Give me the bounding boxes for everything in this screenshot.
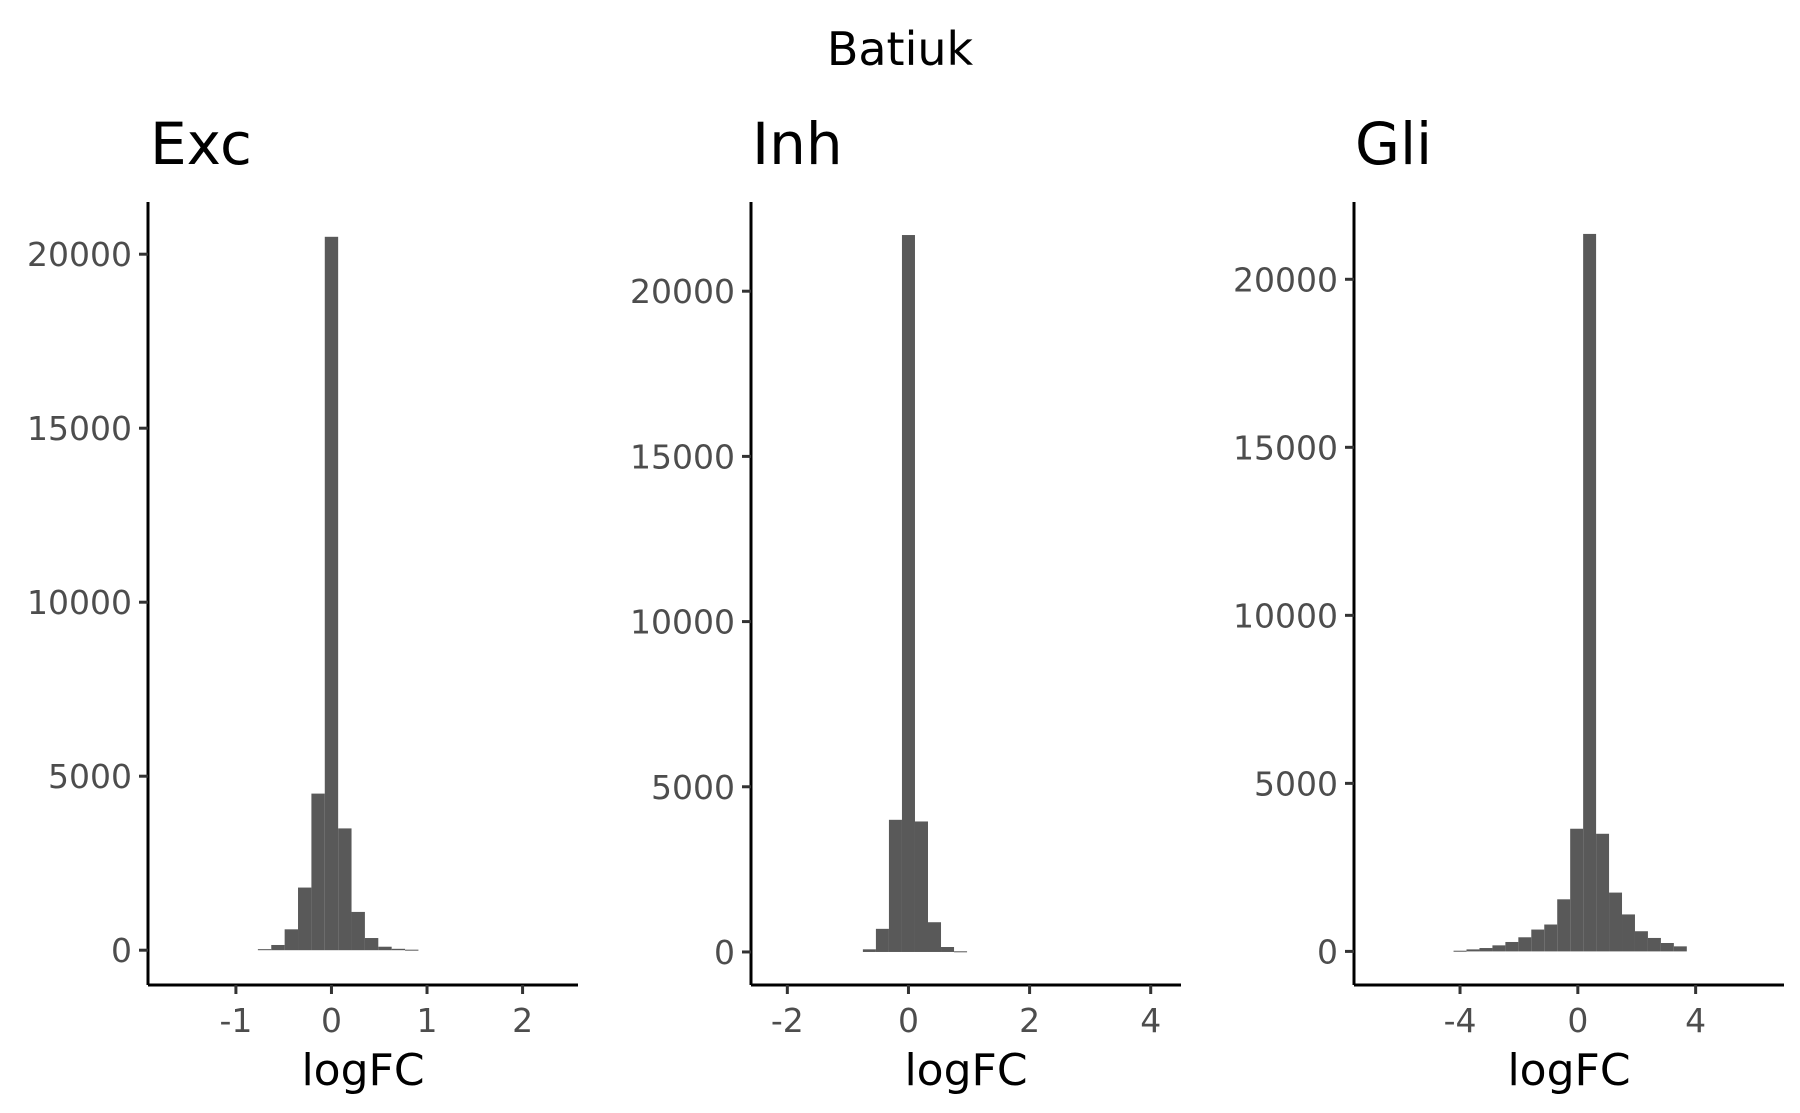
y-tick-label-inh-3: 15000 — [630, 437, 735, 476]
y-tick-label-gli-1: 5000 — [1254, 764, 1338, 803]
bar-gli-12 — [1609, 892, 1623, 952]
y-tick-label-inh-0: 0 — [714, 933, 735, 972]
bar-exc-5 — [324, 236, 339, 951]
panel-title-inh: Inh — [752, 110, 843, 178]
bar-inh-2 — [888, 819, 902, 952]
y-tick-label-exc-1: 5000 — [48, 757, 132, 796]
bar-exc-2 — [284, 929, 299, 951]
y-tick-label-exc-3: 15000 — [27, 409, 132, 448]
panel-inh: 0 5000 10000 15000 20000 -2 0 2 4 logFC — [630, 202, 1181, 1096]
bar-gli-14 — [1634, 931, 1648, 952]
bar-exc-7 — [351, 911, 365, 951]
bar-gli-4 — [1505, 941, 1519, 952]
panel-gli: 0 5000 10000 15000 20000 -4 0 4 logFC — [1233, 202, 1784, 1096]
y-tick-label-gli-2: 10000 — [1233, 596, 1338, 635]
bar-inh-5 — [927, 922, 942, 952]
panel-exc: 0 5000 10000 15000 20000 -1 0 1 2 logFC — [27, 202, 578, 1096]
bar-inh-4 — [914, 821, 928, 952]
bar-exc-0 — [257, 949, 272, 951]
bar-inh-0 — [862, 949, 876, 952]
y-tick-label-exc-4: 20000 — [27, 235, 132, 274]
bar-inh-1 — [875, 928, 889, 952]
x-tick-label-inh-2: 2 — [1019, 1001, 1040, 1040]
x-tick-label-inh-3: 4 — [1140, 1001, 1161, 1040]
bar-gli-13 — [1622, 914, 1635, 952]
y-tick-label-inh-1: 5000 — [651, 768, 735, 807]
bar-exc-9 — [378, 946, 392, 951]
bar-exc-4 — [311, 793, 325, 951]
main-title: Batiuk — [826, 22, 974, 76]
y-tick-label-inh-4: 20000 — [630, 272, 735, 311]
bar-exc-8 — [364, 938, 379, 951]
y-tick-label-gli-3: 15000 — [1233, 428, 1338, 467]
x-axis-title-gli: logFC — [1507, 1045, 1630, 1096]
bar-gli-2 — [1479, 948, 1493, 952]
x-axis-title-exc: logFC — [301, 1045, 424, 1096]
bar-gli-9 — [1570, 828, 1584, 952]
x-tick-label-exc-2: 1 — [417, 1001, 438, 1040]
bar-exc-3 — [298, 887, 312, 951]
bar-inh-3 — [901, 235, 915, 952]
y-tick-label-gli-0: 0 — [1317, 932, 1338, 971]
x-tick-label-gli-0: -4 — [1444, 1001, 1477, 1040]
bar-gli-7 — [1544, 924, 1558, 952]
x-axis-title-inh: logFC — [904, 1045, 1027, 1096]
bar-gli-5 — [1518, 937, 1532, 952]
x-tick-label-inh-1: 0 — [898, 1001, 919, 1040]
bar-gli-16 — [1660, 942, 1674, 952]
bar-exc-11 — [405, 949, 419, 951]
bar-gli-10 — [1583, 233, 1597, 952]
panel-title-gli: Gli — [1355, 110, 1433, 178]
bar-gli-11 — [1596, 833, 1610, 952]
x-tick-label-gli-1: 0 — [1567, 1001, 1588, 1040]
bar-exc-6 — [338, 828, 352, 951]
x-tick-label-exc-3: 2 — [512, 1001, 533, 1040]
bar-gli-6 — [1531, 929, 1545, 952]
bar-inh-7 — [954, 951, 968, 953]
bar-gli-0 — [1453, 950, 1467, 952]
bar-exc-10 — [391, 948, 406, 951]
bar-gli-1 — [1466, 949, 1480, 952]
bar-gli-3 — [1492, 945, 1506, 952]
bar-gli-8 — [1557, 899, 1571, 952]
y-tick-label-exc-2: 10000 — [27, 583, 132, 622]
bar-gli-17 — [1673, 946, 1687, 952]
bar-gli-15 — [1647, 937, 1661, 952]
y-tick-label-exc-0: 0 — [111, 931, 132, 970]
x-tick-label-inh-0: -2 — [771, 1001, 804, 1040]
panel-title-exc: Exc — [150, 110, 252, 178]
x-tick-label-gli-2: 4 — [1685, 1001, 1706, 1040]
y-tick-label-gli-4: 20000 — [1233, 260, 1338, 299]
x-tick-label-exc-1: 0 — [321, 1001, 342, 1040]
bar-exc-1 — [271, 944, 285, 951]
bar-inh-6 — [941, 947, 955, 952]
y-tick-label-inh-2: 10000 — [630, 603, 735, 642]
x-tick-label-exc-0: -1 — [219, 1001, 252, 1040]
